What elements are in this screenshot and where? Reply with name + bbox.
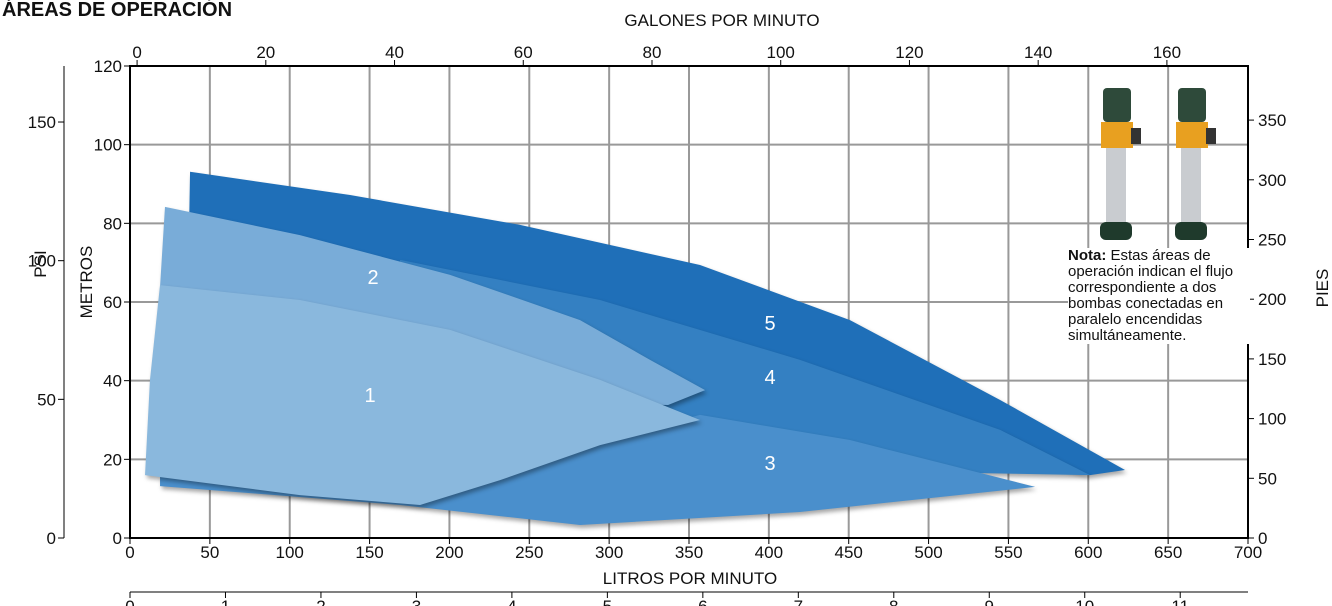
area-label: 4 bbox=[764, 367, 775, 389]
y-tick-label: 60 bbox=[103, 293, 122, 312]
x-tick-label: 0 bbox=[125, 543, 134, 562]
y2-tick-label: 100 bbox=[1258, 410, 1286, 429]
x-tick-label: 700 bbox=[1234, 543, 1262, 562]
x2-tick-label: 100 bbox=[767, 43, 795, 62]
x-tick-label: 550 bbox=[994, 543, 1022, 562]
area bbox=[145, 285, 701, 505]
y-axis-label: METROS bbox=[77, 246, 96, 319]
x3-tick-label: 5 bbox=[603, 597, 612, 606]
x2-tick-label: 60 bbox=[514, 43, 533, 62]
x3-tick-label: 6 bbox=[698, 597, 707, 606]
y-tick-label: 100 bbox=[94, 136, 122, 155]
x-tick-label: 300 bbox=[595, 543, 623, 562]
y2-tick-label: 250 bbox=[1258, 230, 1286, 249]
x3-tick-label: 3 bbox=[412, 597, 421, 606]
x-tick-label: 250 bbox=[515, 543, 543, 562]
x-axis-label: LITROS POR MINUTO bbox=[603, 569, 777, 588]
x3-tick-label: 10 bbox=[1075, 597, 1094, 606]
y-tick-label: 120 bbox=[94, 57, 122, 76]
x2-tick-label: 40 bbox=[385, 43, 404, 62]
y3-tick-label: 0 bbox=[47, 529, 56, 548]
y2-tick-label: 150 bbox=[1258, 350, 1286, 369]
y2-tick-label: 200 bbox=[1258, 290, 1286, 309]
area-label: 2 bbox=[367, 267, 378, 289]
x3-tick-label: 9 bbox=[985, 597, 994, 606]
x3-tick-label: 0 bbox=[125, 597, 134, 606]
y3-tick-label: 50 bbox=[37, 390, 56, 409]
x-tick-label: 50 bbox=[200, 543, 219, 562]
y-tick-label: 20 bbox=[103, 450, 122, 469]
x2-tick-label: 120 bbox=[895, 43, 923, 62]
x2-tick-label: 0 bbox=[132, 43, 141, 62]
x-tick-label: 150 bbox=[355, 543, 383, 562]
x2-tick-label: 160 bbox=[1153, 43, 1181, 62]
x-tick-label: 400 bbox=[755, 543, 783, 562]
x-tick-label: 500 bbox=[914, 543, 942, 562]
area-label: 1 bbox=[364, 385, 375, 407]
y2-tick-label: 0 bbox=[1258, 529, 1267, 548]
y3-tick-label: 100 bbox=[28, 252, 56, 271]
x3-tick-label: 2 bbox=[316, 597, 325, 606]
chart-title: ÁREAS DE OPERACIÓN bbox=[2, 0, 232, 21]
x3-tick-label: 8 bbox=[889, 597, 898, 606]
x-tick-label: 600 bbox=[1074, 543, 1102, 562]
x3-tick-label: 1 bbox=[221, 597, 230, 606]
y2-tick-label: 50 bbox=[1258, 469, 1277, 488]
area-label: 5 bbox=[764, 313, 775, 335]
x2-tick-label: 140 bbox=[1024, 43, 1052, 62]
x3-tick-label: 4 bbox=[507, 597, 516, 606]
y3-tick-label: 150 bbox=[28, 113, 56, 132]
y-tick-label: 0 bbox=[113, 529, 122, 548]
y2-tick-label: 300 bbox=[1258, 171, 1286, 190]
x-tick-label: 450 bbox=[835, 543, 863, 562]
pump-icons bbox=[1100, 88, 1216, 240]
x3-tick-label: 7 bbox=[794, 597, 803, 606]
plot-area: 5 4 3 2 1 bbox=[129, 65, 1249, 539]
y3-axis-label: PSI bbox=[31, 250, 50, 277]
x2-tick-label: 20 bbox=[256, 43, 275, 62]
y2-axis-label: PIES bbox=[1313, 269, 1332, 308]
note-label: Nota: bbox=[1068, 247, 1107, 264]
note: Nota: Estas áreas de operación indican e… bbox=[1068, 248, 1250, 344]
x-tick-label: 650 bbox=[1154, 543, 1182, 562]
x2-tick-label: 80 bbox=[643, 43, 662, 62]
x3-tick-label: 11 bbox=[1171, 597, 1189, 606]
y2-tick-label: 350 bbox=[1258, 111, 1286, 130]
y-tick-label: 80 bbox=[103, 214, 122, 233]
x-tick-label: 200 bbox=[435, 543, 463, 562]
y-tick-label: 40 bbox=[103, 372, 122, 391]
x-tick-label: 100 bbox=[276, 543, 304, 562]
x2-axis-label: GALONES POR MINUTO bbox=[624, 11, 819, 30]
note-text: Estas áreas de operación indican el fluj… bbox=[1068, 247, 1234, 344]
area-label: 3 bbox=[764, 453, 775, 475]
x-tick-label: 350 bbox=[675, 543, 703, 562]
